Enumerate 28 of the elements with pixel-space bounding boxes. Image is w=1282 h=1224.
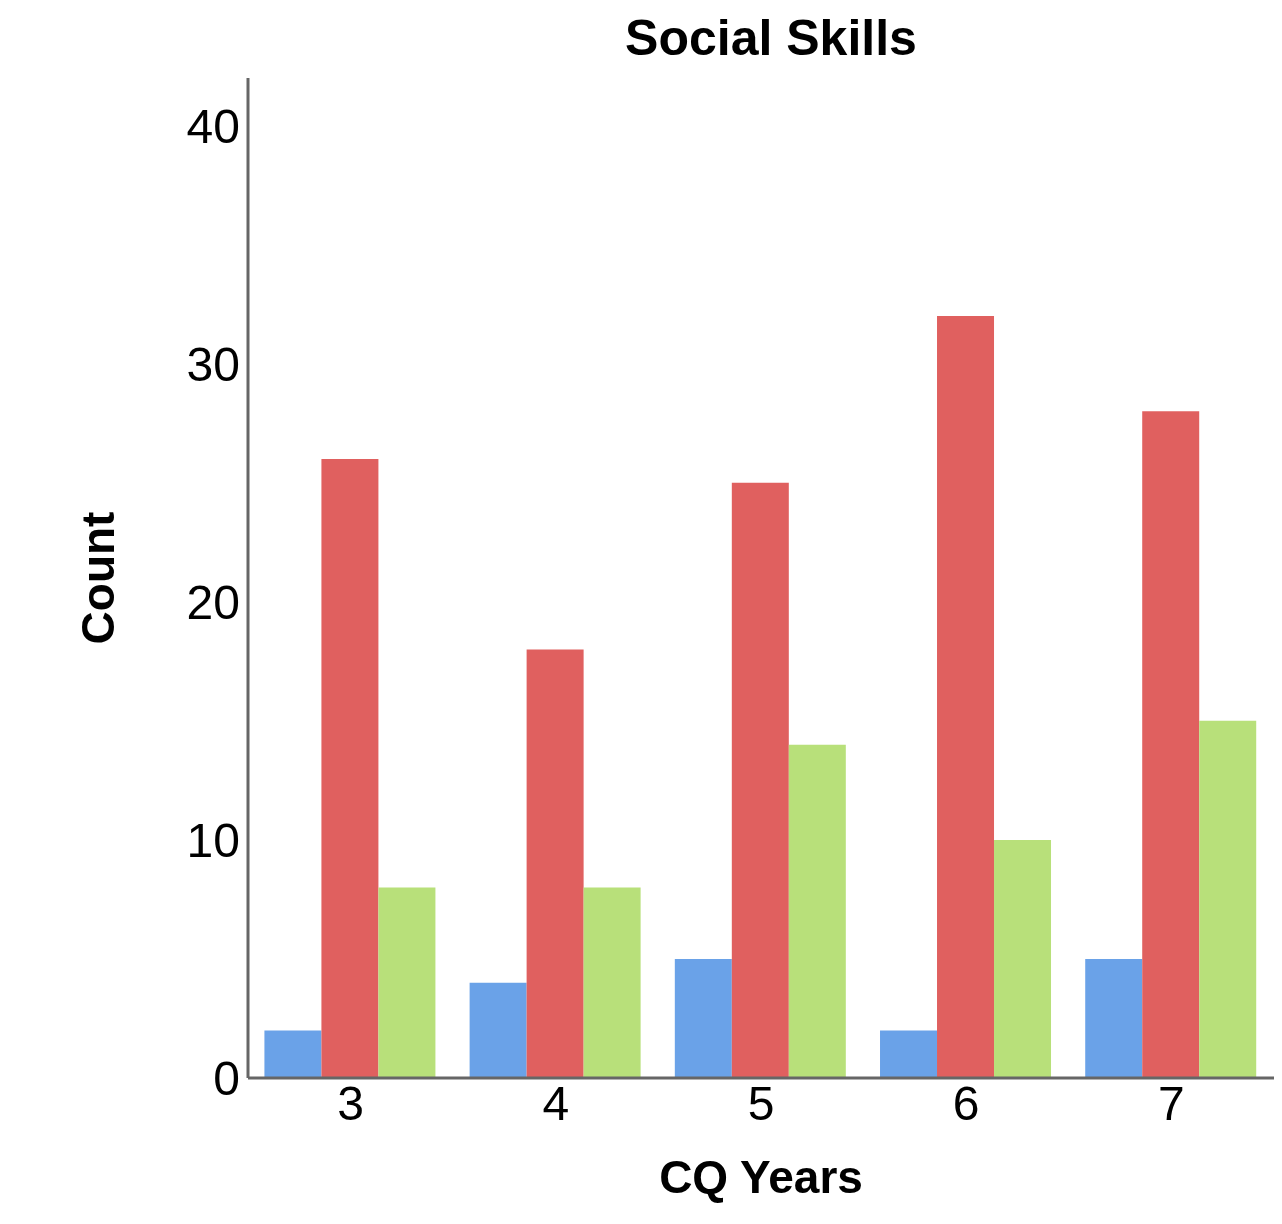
bar — [880, 1030, 938, 1078]
bar — [731, 482, 789, 1078]
bar — [788, 744, 846, 1078]
y-tick-label: 40 — [186, 99, 240, 153]
y-axis-title: Count — [72, 511, 125, 645]
y-tick-label: 10 — [186, 813, 240, 867]
y-tick-label: 20 — [186, 575, 240, 629]
y-tick-label: 30 — [186, 337, 240, 391]
bar — [1199, 720, 1257, 1078]
x-tick-label: 4 — [542, 1077, 570, 1131]
x-tick-label: 3 — [337, 1077, 364, 1131]
bar — [937, 316, 995, 1078]
x-tick-label: 5 — [747, 1077, 775, 1131]
bar — [264, 1030, 322, 1078]
bar — [526, 649, 584, 1078]
chart-title: Social Skills — [624, 9, 918, 68]
bar — [378, 887, 436, 1078]
bar — [321, 458, 379, 1078]
x-axis-title: CQ Years — [659, 1151, 863, 1203]
bar — [994, 839, 1052, 1078]
x-tick-label: 6 — [952, 1077, 980, 1131]
x-tick-label: 7 — [1158, 1077, 1185, 1131]
bar — [1085, 958, 1143, 1078]
bar — [583, 887, 641, 1078]
y-tick-label: 0 — [213, 1052, 240, 1106]
bar — [674, 958, 732, 1078]
bar — [469, 982, 527, 1078]
bar — [1142, 411, 1200, 1078]
